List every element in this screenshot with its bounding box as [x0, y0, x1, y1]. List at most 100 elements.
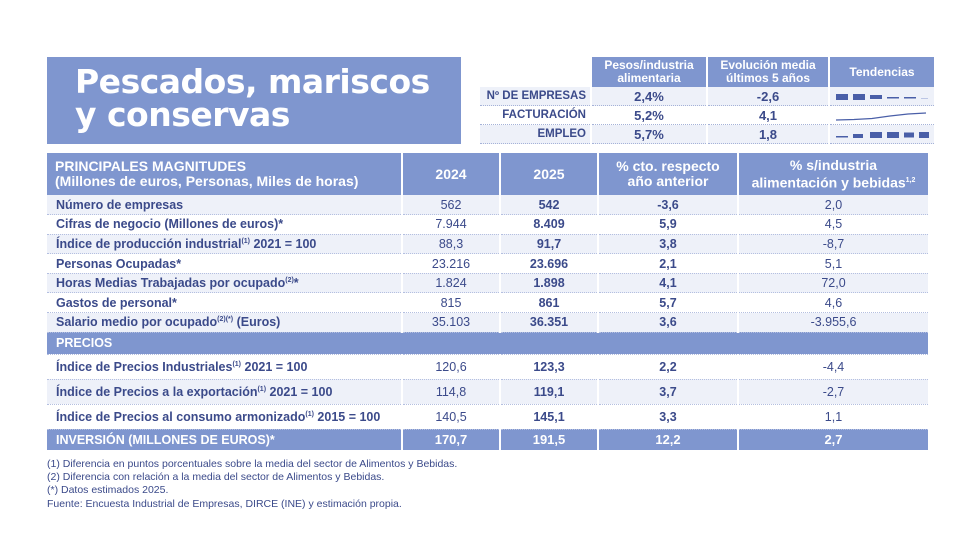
row-label-text: Personas Ocupadas*: [56, 256, 182, 271]
section-row-precios: PRECIOS: [47, 332, 928, 355]
value-share: 2,0: [738, 195, 928, 216]
footnote-1: (1) Diferencia en puntos porcentuales so…: [47, 458, 458, 470]
value-2024: 23.216: [402, 253, 501, 274]
indicator-evolucion: -2,6: [707, 87, 830, 106]
header-2024: 2024: [402, 153, 501, 195]
page-title: Pescados, mariscos y conservas: [75, 65, 430, 131]
row-label-suffix: 2015 = 100: [313, 409, 381, 424]
header-pct-line-1: % cto. respecto: [616, 158, 720, 174]
row-label-text: Salario medio por ocupado: [56, 315, 218, 330]
indicators-header-evolucion: Evolución media últimos 5 años: [707, 57, 830, 87]
indicator-row-empleo: EMPLEO 5,7% 1,8: [480, 124, 934, 144]
indicators-header-peso: Pesos/industria alimentaria: [591, 57, 708, 87]
value-pct-change: -3,6: [598, 195, 739, 216]
value-share: 4,5: [738, 214, 928, 235]
value-2024: 562: [402, 195, 501, 216]
header-pct-change: % cto. respecto año anterior: [598, 153, 739, 195]
indicator-label: EMPLEO: [480, 124, 592, 144]
header-share-text: alimentación y bebidas: [751, 174, 906, 191]
row-label-sup: (1): [232, 360, 242, 368]
value-share: -4,4: [738, 354, 928, 380]
rising-line-sparkline-icon: [829, 105, 934, 125]
title-line-1: Pescados, mariscos: [75, 62, 430, 101]
value-pct-change: 3,7: [598, 379, 739, 405]
value-2025: 542: [500, 195, 599, 216]
investment-2025: 191,5: [500, 429, 599, 451]
value-share: 5,1: [738, 253, 928, 274]
footnote-2: (2) Diferencia con relación a la media d…: [47, 471, 385, 484]
header-share: % s/industria alimentación y bebidas1,2: [738, 153, 928, 195]
indicator-label: FACTURACIÓN: [480, 105, 592, 125]
investment-share: 2,7: [738, 429, 928, 451]
table-row: Número de empresas 562 542 -3,6 2,0: [47, 195, 928, 216]
investment-2024: 170,7: [402, 429, 501, 451]
value-pct-change: 5,7: [598, 292, 739, 314]
indicators-header-tendencias: Tendencias: [829, 57, 934, 87]
row-label-suffix: 2021 = 100: [241, 359, 308, 374]
row-label-suffix: *: [293, 276, 299, 291]
indicator-peso: 5,2%: [591, 105, 708, 125]
value-share: 4,6: [738, 292, 928, 314]
value-2024: 120,6: [402, 354, 501, 380]
row-label-text: Índice de Precios al consumo armonizado: [56, 409, 306, 424]
value-pct-change: 3,6: [598, 312, 739, 333]
value-share: 72,0: [738, 273, 928, 294]
source-note: Fuente: Encuesta Industrial de Empresas,…: [47, 497, 402, 510]
value-2024: 815: [402, 292, 501, 314]
row-label: Gastos de personal*: [47, 292, 403, 314]
row-label-text: Índice de Precios a la exportación: [56, 384, 258, 399]
indicators-table: Pesos/industria alimentaria Evolución me…: [480, 57, 934, 144]
row-label-sup: (2): [285, 277, 294, 285]
row-label: Horas Medias Trabajadas por ocupado(2)*: [47, 273, 403, 294]
declining-bars-sparkline-icon: [829, 87, 934, 106]
row-label-sup: (1): [257, 385, 267, 393]
value-2024: 88,3: [402, 234, 501, 255]
value-share: -3.955,6: [738, 312, 928, 333]
value-2024: 140,5: [402, 404, 501, 430]
value-2024: 1.824: [402, 273, 501, 294]
row-label-text: Horas Medias Trabajadas por ocupado: [56, 276, 286, 291]
row-label: Número de empresas: [47, 195, 403, 216]
row-label-text: Gastos de personal*: [56, 295, 177, 310]
value-2025: 91,7: [500, 234, 599, 255]
row-label-text: Índice de Precios Industriales: [56, 359, 233, 374]
row-label: Índice de Precios a la exportación(1) 20…: [47, 379, 403, 405]
value-share: 1,1: [738, 404, 928, 430]
indicator-label: Nº DE EMPRESAS: [480, 87, 592, 106]
value-2025: 8.409: [500, 214, 599, 235]
row-label-text: Número de empresas: [56, 197, 184, 212]
row-label-suffix: 2021 = 100: [250, 236, 317, 251]
row-label-sup: (2)(*): [217, 316, 234, 324]
value-2025: 1.898: [500, 273, 599, 294]
value-2025: 119,1: [500, 379, 599, 405]
table-row: Gastos de personal* 815 861 5,7 4,6: [47, 292, 928, 314]
indicator-peso: 5,7%: [591, 124, 708, 144]
value-pct-change: 2,2: [598, 354, 739, 380]
table-header: PRINCIPALES MAGNITUDES (Millones de euro…: [47, 153, 928, 195]
table-row: Índice de Precios a la exportación(1) 20…: [47, 379, 928, 405]
row-label: Personas Ocupadas*: [47, 253, 403, 274]
value-share: -8,7: [738, 234, 928, 255]
footnotes: (1) Diferencia en puntos porcentuales so…: [47, 458, 457, 511]
header-lead-1: PRINCIPALES MAGNITUDES: [55, 158, 247, 174]
value-pct-change: 4,1: [598, 273, 739, 294]
value-pct-change: 3,3: [598, 404, 739, 430]
row-label: Índice de Precios Industriales(1) 2021 =…: [47, 354, 403, 380]
row-label: Índice de producción industrial(1) 2021 …: [47, 234, 403, 255]
table-row: Índice de producción industrial(1) 2021 …: [47, 234, 928, 255]
investment-pct: 12,2: [598, 429, 739, 451]
row-label-text: Índice de producción industrial: [56, 236, 242, 251]
value-2024: 35.103: [402, 312, 501, 333]
indicator-peso: 2,4%: [591, 87, 708, 106]
row-label: Índice de Precios al consumo armonizado(…: [47, 404, 403, 430]
row-label-sup: (1): [305, 410, 314, 418]
indicator-row-empresas: Nº DE EMPRESAS 2,4% -2,6: [480, 87, 934, 106]
table-row: Horas Medias Trabajadas por ocupado(2)* 1…: [47, 273, 928, 294]
table-row: Cifras de negocio (Millones de euros)* 7.…: [47, 214, 928, 235]
header-2025: 2025: [500, 153, 599, 195]
title-line-2: y conservas: [75, 95, 290, 134]
value-2024: 7.944: [402, 214, 501, 235]
row-label-sup: (1): [241, 237, 250, 245]
indicator-evolucion: 1,8: [707, 124, 830, 144]
rising-bars-sparkline-icon: [829, 124, 934, 144]
